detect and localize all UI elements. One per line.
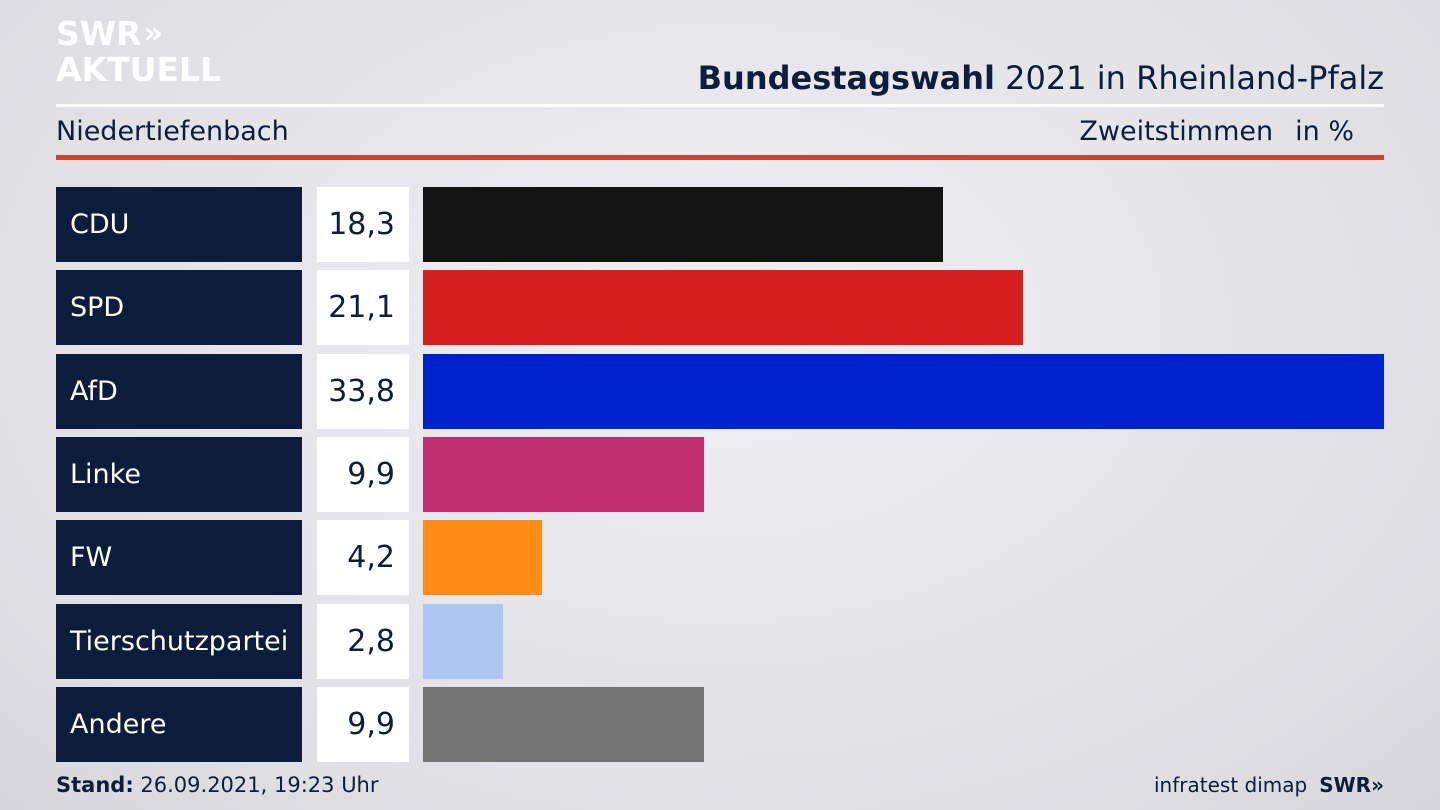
logo-aktuell-text: AKTUELL xyxy=(56,50,222,89)
value-label: 9,9 xyxy=(317,687,409,762)
bar-row: Tierschutzpartei 2,8 xyxy=(56,604,1384,679)
bar xyxy=(423,520,542,595)
measure-heading: Zweitstimmen in % xyxy=(1079,114,1354,150)
value-label: 18,3 xyxy=(317,187,409,262)
stand-value: 26.09.2021, 19:23 Uhr xyxy=(140,773,379,797)
bar-row: SPD 21,1 xyxy=(56,270,1384,345)
party-label: CDU xyxy=(56,187,302,262)
party-label: Andere xyxy=(56,687,302,762)
bar xyxy=(423,354,1384,429)
source-label: infratest dimap xyxy=(1154,773,1308,797)
measure-label: Zweitstimmen xyxy=(1079,116,1274,147)
swr-footer-logo: SWR» xyxy=(1319,773,1384,797)
bar xyxy=(423,687,704,762)
stand-label: Stand: xyxy=(56,773,134,797)
accent-divider xyxy=(56,155,1384,160)
bar xyxy=(423,437,704,512)
header-divider xyxy=(56,104,1384,107)
bar-row: AfD 33,8 xyxy=(56,354,1384,429)
bar xyxy=(423,187,943,262)
bar-row: FW 4,2 xyxy=(56,520,1384,595)
location-label: Niedertiefenbach xyxy=(56,116,289,147)
title-rest: 2021 in Rheinland-Pfalz xyxy=(1005,59,1384,97)
value-label: 9,9 xyxy=(317,437,409,512)
party-label: FW xyxy=(56,520,302,595)
swr-aktuell-logo: SWR » AKTUELL xyxy=(56,16,221,88)
unit-label: in % xyxy=(1295,116,1354,147)
party-label: Tierschutzpartei xyxy=(56,604,302,679)
title-bold: Bundestagswahl xyxy=(697,59,995,97)
bar-row: Linke 9,9 xyxy=(56,437,1384,512)
value-label: 33,8 xyxy=(317,354,409,429)
party-label: Linke xyxy=(56,437,302,512)
party-label: AfD xyxy=(56,354,302,429)
bar xyxy=(423,270,1023,345)
bar-row: Andere 9,9 xyxy=(56,687,1384,762)
value-label: 2,8 xyxy=(317,604,409,679)
bar-row: CDU 18,3 xyxy=(56,187,1384,262)
value-label: 21,1 xyxy=(317,270,409,345)
timestamp: Stand: 26.09.2021, 19:23 Uhr xyxy=(56,770,379,800)
page-title: Bundestagswahl 2021 in Rheinland-Pfalz xyxy=(698,56,1384,100)
source-credit: infratest dimap SWR» xyxy=(1154,770,1384,800)
logo-swr-text: SWR xyxy=(56,14,142,53)
bar xyxy=(423,604,503,679)
party-label: SPD xyxy=(56,270,302,345)
value-label: 4,2 xyxy=(317,520,409,595)
